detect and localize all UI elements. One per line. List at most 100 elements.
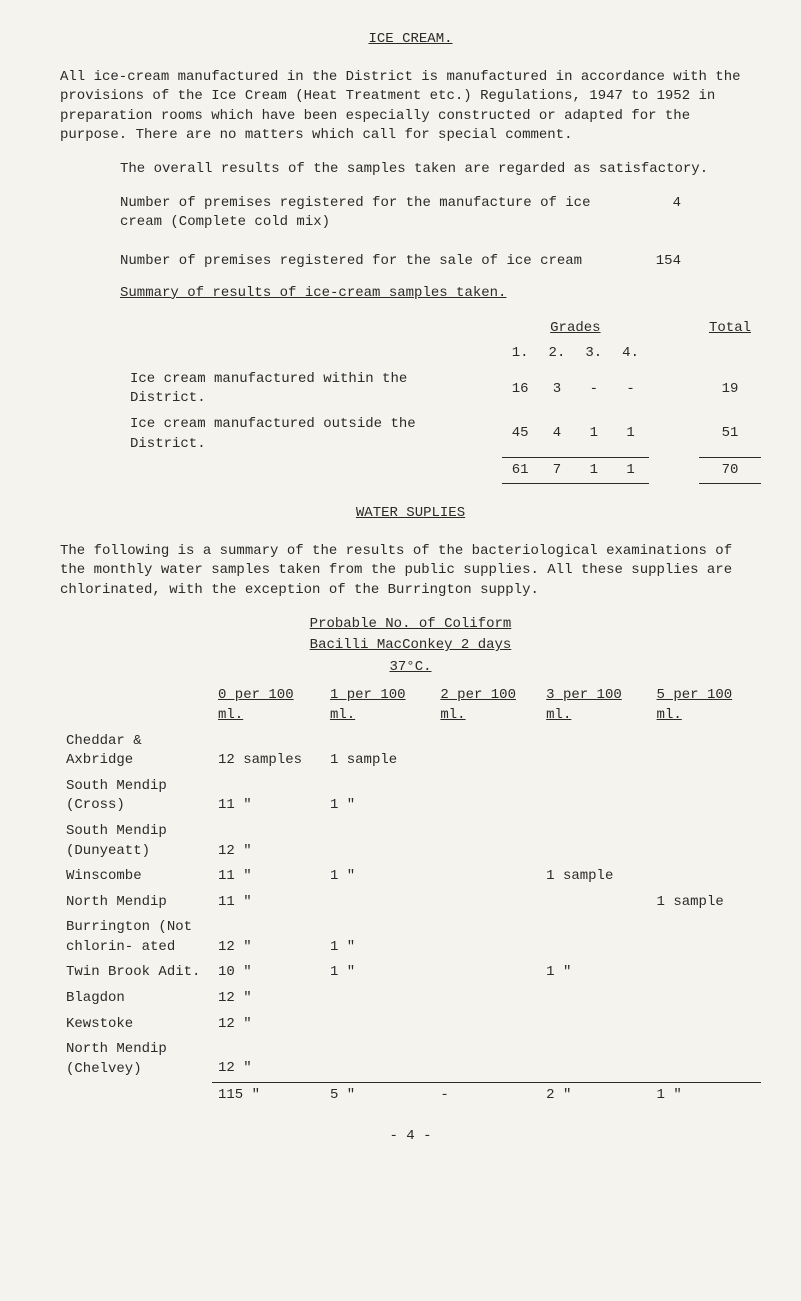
wt-2: - — [434, 1082, 540, 1108]
water-row-cell — [324, 1012, 434, 1038]
water-row-cell — [651, 1012, 761, 1038]
grades-table: Grades Total 1. 2. 3. 4. Ice cream manuf… — [120, 316, 761, 485]
gcol-4: 4. — [612, 341, 649, 367]
water-row-cell — [651, 1037, 761, 1082]
wcol-0: 0 per 100 ml. — [212, 683, 324, 728]
grow2-total: 51 — [699, 412, 761, 457]
wt-0: 115 " — [212, 1082, 324, 1108]
water-row-cell: 1 sample — [651, 890, 761, 916]
reg2-label: Number of premises registered for the sa… — [120, 252, 582, 272]
wcol-2: 2 per 100 ml. — [434, 683, 540, 728]
ggrand-total: 70 — [699, 457, 761, 484]
grow2-v4: 1 — [612, 412, 649, 457]
water-row-cell — [651, 960, 761, 986]
water-row-cell — [434, 864, 540, 890]
water-row-cell: 1 " — [324, 960, 434, 986]
reg1-label: Number of premises registered for the ma… — [120, 194, 621, 233]
water-row-cell: 1 " — [540, 960, 650, 986]
grow1-label: Ice cream manufactured within the Distri… — [120, 367, 502, 412]
water-row-cell — [434, 774, 540, 819]
ggrand-v1: 61 — [502, 457, 539, 484]
water-row-cell: 1 " — [324, 864, 434, 890]
grow2-v3: 1 — [575, 412, 612, 457]
water-row-cell — [324, 890, 434, 916]
water-row-cell — [324, 819, 434, 864]
water-row-site: Blagdon — [60, 986, 212, 1012]
water-row-cell — [434, 1012, 540, 1038]
chart-sub1: Bacilli MacConkey 2 days — [60, 636, 761, 656]
title: ICE CREAM. — [60, 30, 761, 50]
water-row-cell — [434, 729, 540, 774]
gcol-2: 2. — [539, 341, 576, 367]
water-row-cell — [434, 915, 540, 960]
water-row-cell — [651, 819, 761, 864]
water-row-cell — [651, 729, 761, 774]
grow1-total: 19 — [699, 367, 761, 412]
ggrand-v2: 7 — [539, 457, 576, 484]
water-row-cell: 1 sample — [324, 729, 434, 774]
water-row-cell — [540, 986, 650, 1012]
gcol-1: 1. — [502, 341, 539, 367]
water-row: North Mendip (Chelvey)12 " — [60, 1037, 761, 1082]
chart-head: Probable No. of Coliform — [60, 615, 761, 635]
water-title: WATER SUPLIES — [60, 504, 761, 524]
water-header-row: 0 per 100 ml. 1 per 100 ml. 2 per 100 ml… — [60, 683, 761, 728]
grades-row-2: Ice cream manufactured outside the Distr… — [120, 412, 761, 457]
water-row-cell: 1 " — [324, 915, 434, 960]
water-row-cell: 11 " — [212, 864, 324, 890]
water-row-site: North Mendip — [60, 890, 212, 916]
grades-grand-row: 61 7 1 1 70 — [120, 457, 761, 484]
water-row-site: Cheddar & Axbridge — [60, 729, 212, 774]
water-row-site: North Mendip (Chelvey) — [60, 1037, 212, 1082]
water-row-cell — [540, 774, 650, 819]
water-row-cell — [324, 986, 434, 1012]
water-row-cell — [540, 915, 650, 960]
water-row-cell — [540, 890, 650, 916]
water-row-cell — [434, 986, 540, 1012]
water-row-cell: 12 " — [212, 1037, 324, 1082]
reg1-value: 4 — [621, 194, 681, 233]
overall-para: The overall results of the samples taken… — [120, 160, 761, 180]
water-row-site: South Mendip (Dunyeatt) — [60, 819, 212, 864]
water-row-site: Winscombe — [60, 864, 212, 890]
water-row-cell: 1 sample — [540, 864, 650, 890]
water-row-cell: 12 " — [212, 915, 324, 960]
water-row-site: Kewstoke — [60, 1012, 212, 1038]
grow1-v4: - — [612, 367, 649, 412]
water-row: South Mendip (Dunyeatt)12 " — [60, 819, 761, 864]
water-row-cell — [651, 774, 761, 819]
water-row-cell — [434, 1037, 540, 1082]
summary-head: Summary of results of ice-cream samples … — [120, 284, 761, 304]
water-row: North Mendip11 " 1 sample — [60, 890, 761, 916]
chart-sub2: 37°C. — [60, 658, 761, 678]
water-row-cell: 12 " — [212, 986, 324, 1012]
water-row-cell — [651, 986, 761, 1012]
water-row: Blagdon12 " — [60, 986, 761, 1012]
water-row: Twin Brook Adit.10 "1 "1 " — [60, 960, 761, 986]
grow2-v1: 45 — [502, 412, 539, 457]
water-row-cell — [434, 819, 540, 864]
page-number: - 4 - — [60, 1127, 761, 1147]
grades-word: Grades — [502, 316, 649, 342]
total-word: Total — [699, 316, 761, 342]
grades-cols-row: 1. 2. 3. 4. — [120, 341, 761, 367]
grow1-v3: - — [575, 367, 612, 412]
water-row-cell — [540, 1012, 650, 1038]
wt-1: 5 " — [324, 1082, 434, 1108]
water-row-cell — [651, 915, 761, 960]
water-row-cell — [651, 864, 761, 890]
water-row: Cheddar & Axbridge12 samples1 sample — [60, 729, 761, 774]
water-intro: The following is a summary of the result… — [60, 542, 761, 601]
water-row-cell — [540, 1037, 650, 1082]
water-row-cell: 11 " — [212, 890, 324, 916]
water-row: South Mendip (Cross)11 "1 " — [60, 774, 761, 819]
grades-header-row: Grades Total — [120, 316, 761, 342]
wcol-4: 5 per 100 ml. — [651, 683, 761, 728]
wt-3: 2 " — [540, 1082, 650, 1108]
water-row-cell: 10 " — [212, 960, 324, 986]
water-row-cell: 1 " — [324, 774, 434, 819]
water-row: Burrington (Not chlorin- ated12 "1 " — [60, 915, 761, 960]
grow1-v2: 3 — [539, 367, 576, 412]
wcol-3: 3 per 100 ml. — [540, 683, 650, 728]
wt-4: 1 " — [651, 1082, 761, 1108]
